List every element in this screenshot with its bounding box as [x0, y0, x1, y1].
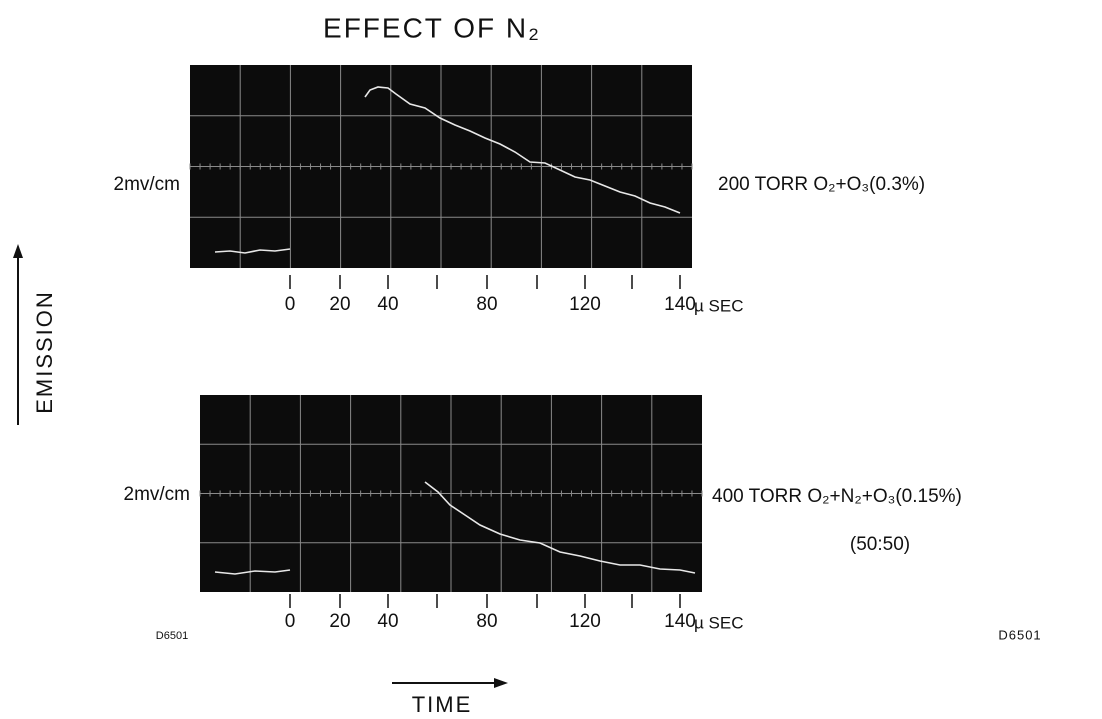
trace: [424, 481, 696, 574]
grid: [199, 395, 703, 592]
trace: [214, 248, 291, 254]
grid: [189, 65, 693, 268]
condition-label: 400 TORR O₂+N₂+O₃(0.15%): [712, 486, 962, 507]
x-unit: µ SEC: [694, 613, 743, 632]
x-tick-label: 20: [329, 294, 350, 315]
x-tick-label: 20: [329, 611, 350, 632]
figure-code: D6501: [156, 630, 188, 642]
x-tick-label: 120: [569, 294, 601, 315]
arrow-head: [494, 678, 508, 688]
x-tick-label: 80: [476, 294, 497, 315]
scale-label: 2mv/cm: [114, 174, 181, 195]
trace: [364, 86, 681, 214]
x-tick-label: 40: [377, 294, 398, 315]
x-tick-label: 0: [285, 294, 296, 315]
arrow-head: [13, 244, 23, 258]
x-unit: µ SEC: [694, 296, 743, 315]
x-tick-label: 140: [664, 611, 696, 632]
trace: [214, 569, 291, 575]
scale-label: 2mv/cm: [124, 484, 191, 505]
x-tick-label: 140: [664, 294, 696, 315]
condition-label: 200 TORR O₂+O₃(0.3%): [718, 174, 925, 195]
condition-label: (50:50): [850, 534, 910, 555]
x-tick-label: 0: [285, 611, 296, 632]
figure-title: EFFECT OF N₂: [323, 12, 541, 43]
x-tick-label: 80: [476, 611, 497, 632]
x-axis-label: TIME: [412, 692, 473, 717]
y-axis-label: EMISSION: [32, 290, 57, 414]
x-tick-label: 120: [569, 611, 601, 632]
figure-code: D6501: [998, 627, 1041, 642]
x-tick-label: 40: [377, 611, 398, 632]
